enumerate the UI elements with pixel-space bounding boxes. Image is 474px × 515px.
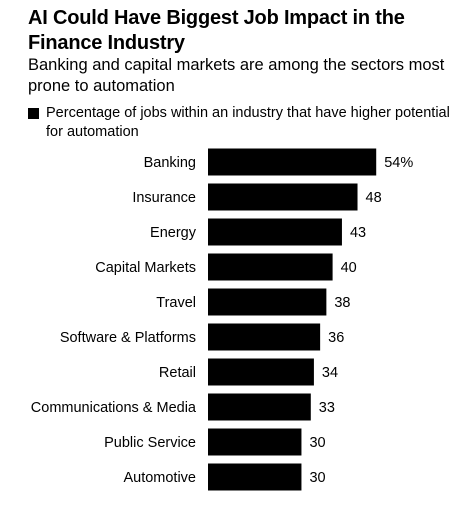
value-label: 54%: [384, 155, 413, 171]
value-label: 48: [366, 190, 382, 206]
legend-swatch: [28, 108, 39, 119]
category-label: Software & Platforms: [60, 330, 196, 346]
category-label: Communications & Media: [31, 400, 197, 416]
bar: [208, 393, 311, 421]
category-label: Public Service: [104, 435, 196, 451]
bar: [208, 253, 333, 281]
category-label: Automotive: [123, 470, 196, 486]
value-label: 36: [328, 330, 344, 346]
category-label: Retail: [159, 365, 196, 381]
bar: [208, 323, 321, 351]
bar: [208, 463, 302, 491]
category-label: Capital Markets: [95, 260, 196, 276]
category-label: Insurance: [132, 190, 196, 206]
bar: [208, 148, 377, 176]
value-label: 34: [322, 365, 338, 381]
bar: [208, 183, 358, 211]
bar: [208, 428, 302, 456]
chart-title: AI Could Have Biggest Job Impact in the …: [28, 7, 405, 54]
value-label: 38: [334, 295, 350, 311]
category-label: Banking: [144, 155, 196, 171]
value-label: 33: [319, 400, 335, 416]
value-label: 40: [341, 260, 357, 276]
category-label: Energy: [150, 225, 197, 241]
value-label: 30: [309, 435, 325, 451]
value-label: 43: [350, 225, 366, 241]
legend-label: Percentage of jobs within an industry th…: [46, 105, 450, 140]
bar: [208, 288, 327, 316]
value-label: 30: [309, 470, 325, 486]
bar: [208, 358, 314, 386]
bar: [208, 218, 342, 246]
chart-subtitle: Banking and capital markets are among th…: [28, 56, 445, 95]
category-label: Travel: [156, 295, 196, 311]
